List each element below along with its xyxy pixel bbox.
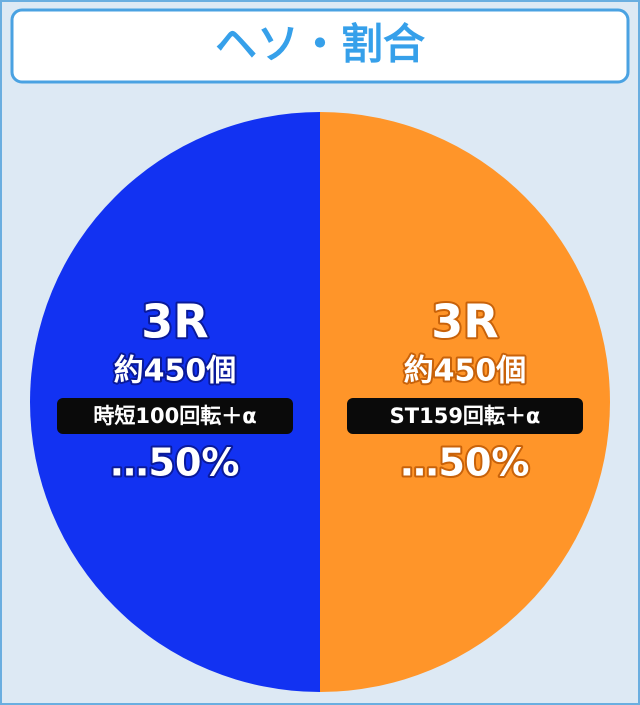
payout-label: 約450個 xyxy=(114,354,237,389)
category-label: 時短100回転＋α xyxy=(93,404,256,428)
payout-label: 約450個 xyxy=(404,354,527,389)
category-label: ST159回転＋α xyxy=(390,404,541,428)
value-label: …50% xyxy=(401,441,530,485)
title-box xyxy=(10,8,630,84)
mode-box xyxy=(347,398,583,434)
mode-box xyxy=(57,398,293,434)
value-label: …50% xyxy=(111,441,240,485)
round-label: 3R xyxy=(141,295,208,349)
round-label: 3R xyxy=(431,295,498,349)
chart-title: ヘソ・割合 xyxy=(215,20,425,69)
